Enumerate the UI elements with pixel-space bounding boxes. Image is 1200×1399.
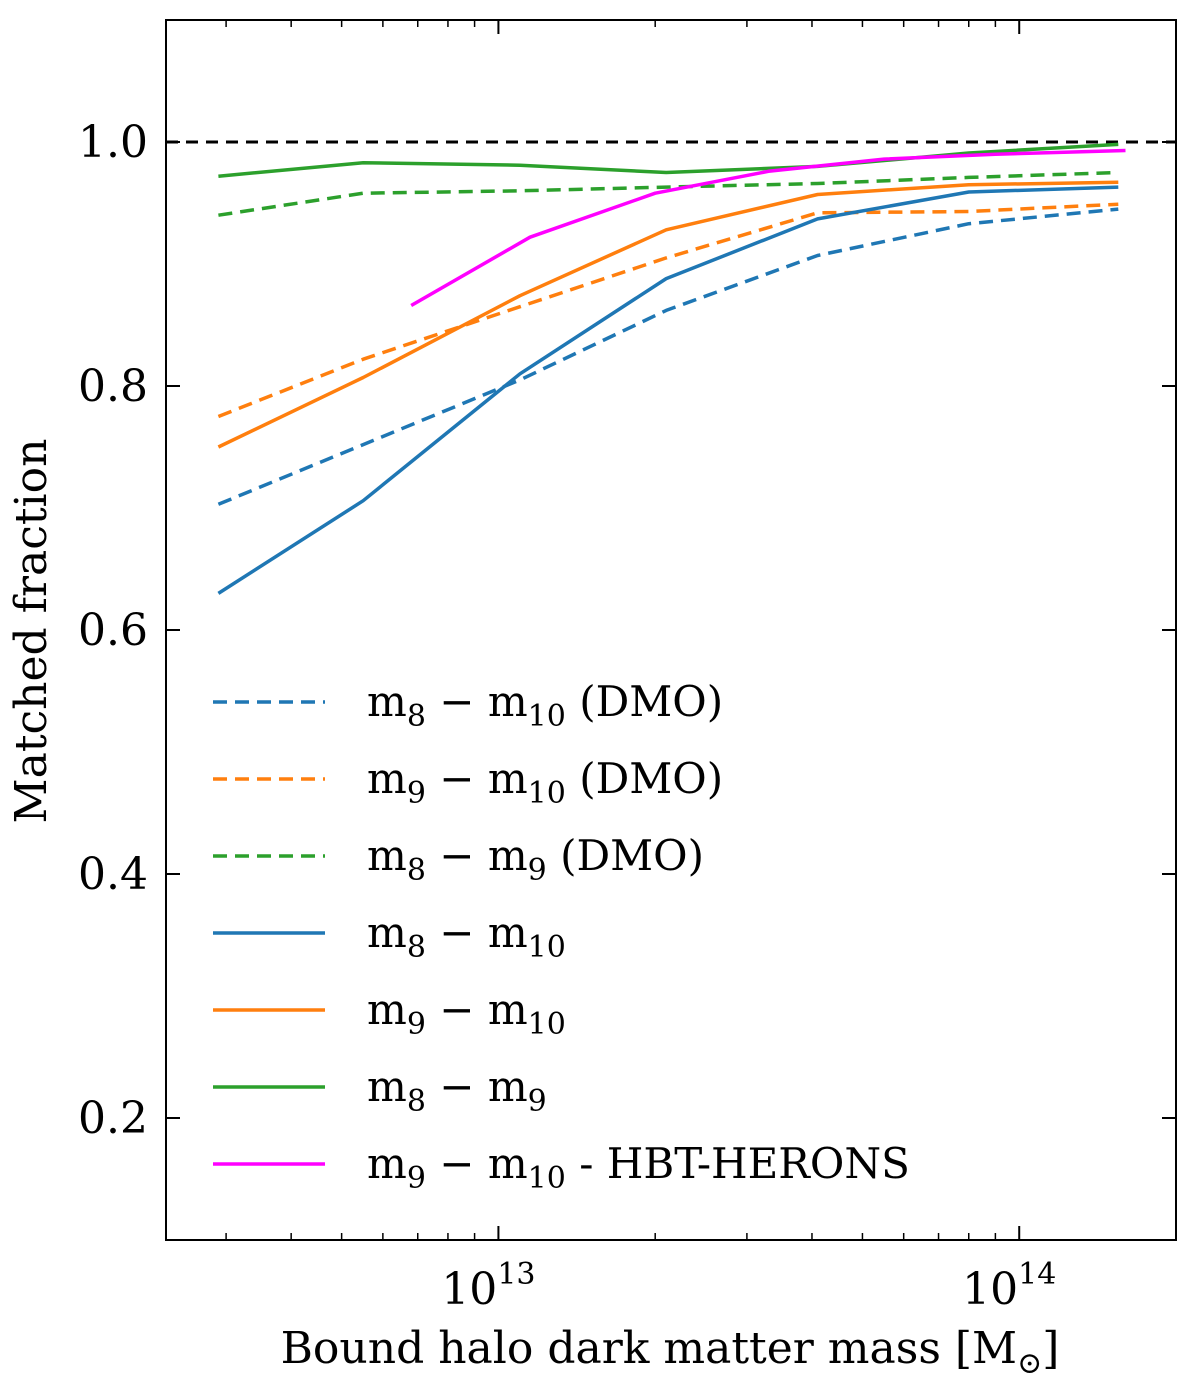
legend-label-m8-m9: m8 − m9 [367,1062,547,1119]
series-line-m8-m10-dmo [217,207,1119,506]
series-line-m8-m9 [218,142,1119,178]
legend-label-m9-m10-dmo: m9 − m10 (DMO) [367,754,723,811]
series-line-m8-m9-dmo [218,170,1119,217]
x-axis-title: Bound halo dark matter mass [M⊙] [281,1323,1060,1381]
legend-label-m8-m9-dmo: m8 − m9 (DMO) [367,831,704,888]
legend-label-m8-m10-dmo: m8 − m10 (DMO) [367,677,723,734]
y-tick-label: 0.4 [78,849,148,900]
series-line-m8-m10 [217,185,1119,595]
y-tick-label: 0.2 [78,1093,148,1144]
y-tick-label: 1.0 [78,117,148,168]
y-axis-title: Matched fraction [6,439,57,824]
x-tick-label: 1013 [441,1257,535,1315]
legend-label-m8-m10: m8 − m10 [367,908,566,965]
x-tick-label: 1014 [962,1257,1056,1315]
plot-frame [165,19,1177,1241]
series-line-m9-m10-hbt [410,148,1126,308]
legend-label-m9-m10: m9 − m10 [367,985,566,1042]
series-layer [217,142,1126,595]
series-line-m9-m10 [217,180,1119,449]
y-tick-label: 0.8 [78,361,148,412]
y-tick-label: 0.6 [78,605,148,656]
legend-label-m9-m10-hbt: m9 − m10 - HBT-HERONS [367,1139,910,1196]
series-line-m9-m10-dmo [217,202,1119,419]
legend: m8 − m10 (DMO) m9 − m10 (DMO) m8 − m9 (DMO… [213,677,910,1196]
axes-layer: 0.2 0.4 0.6 0.8 1.0 1013 1014 [78,19,1177,1315]
